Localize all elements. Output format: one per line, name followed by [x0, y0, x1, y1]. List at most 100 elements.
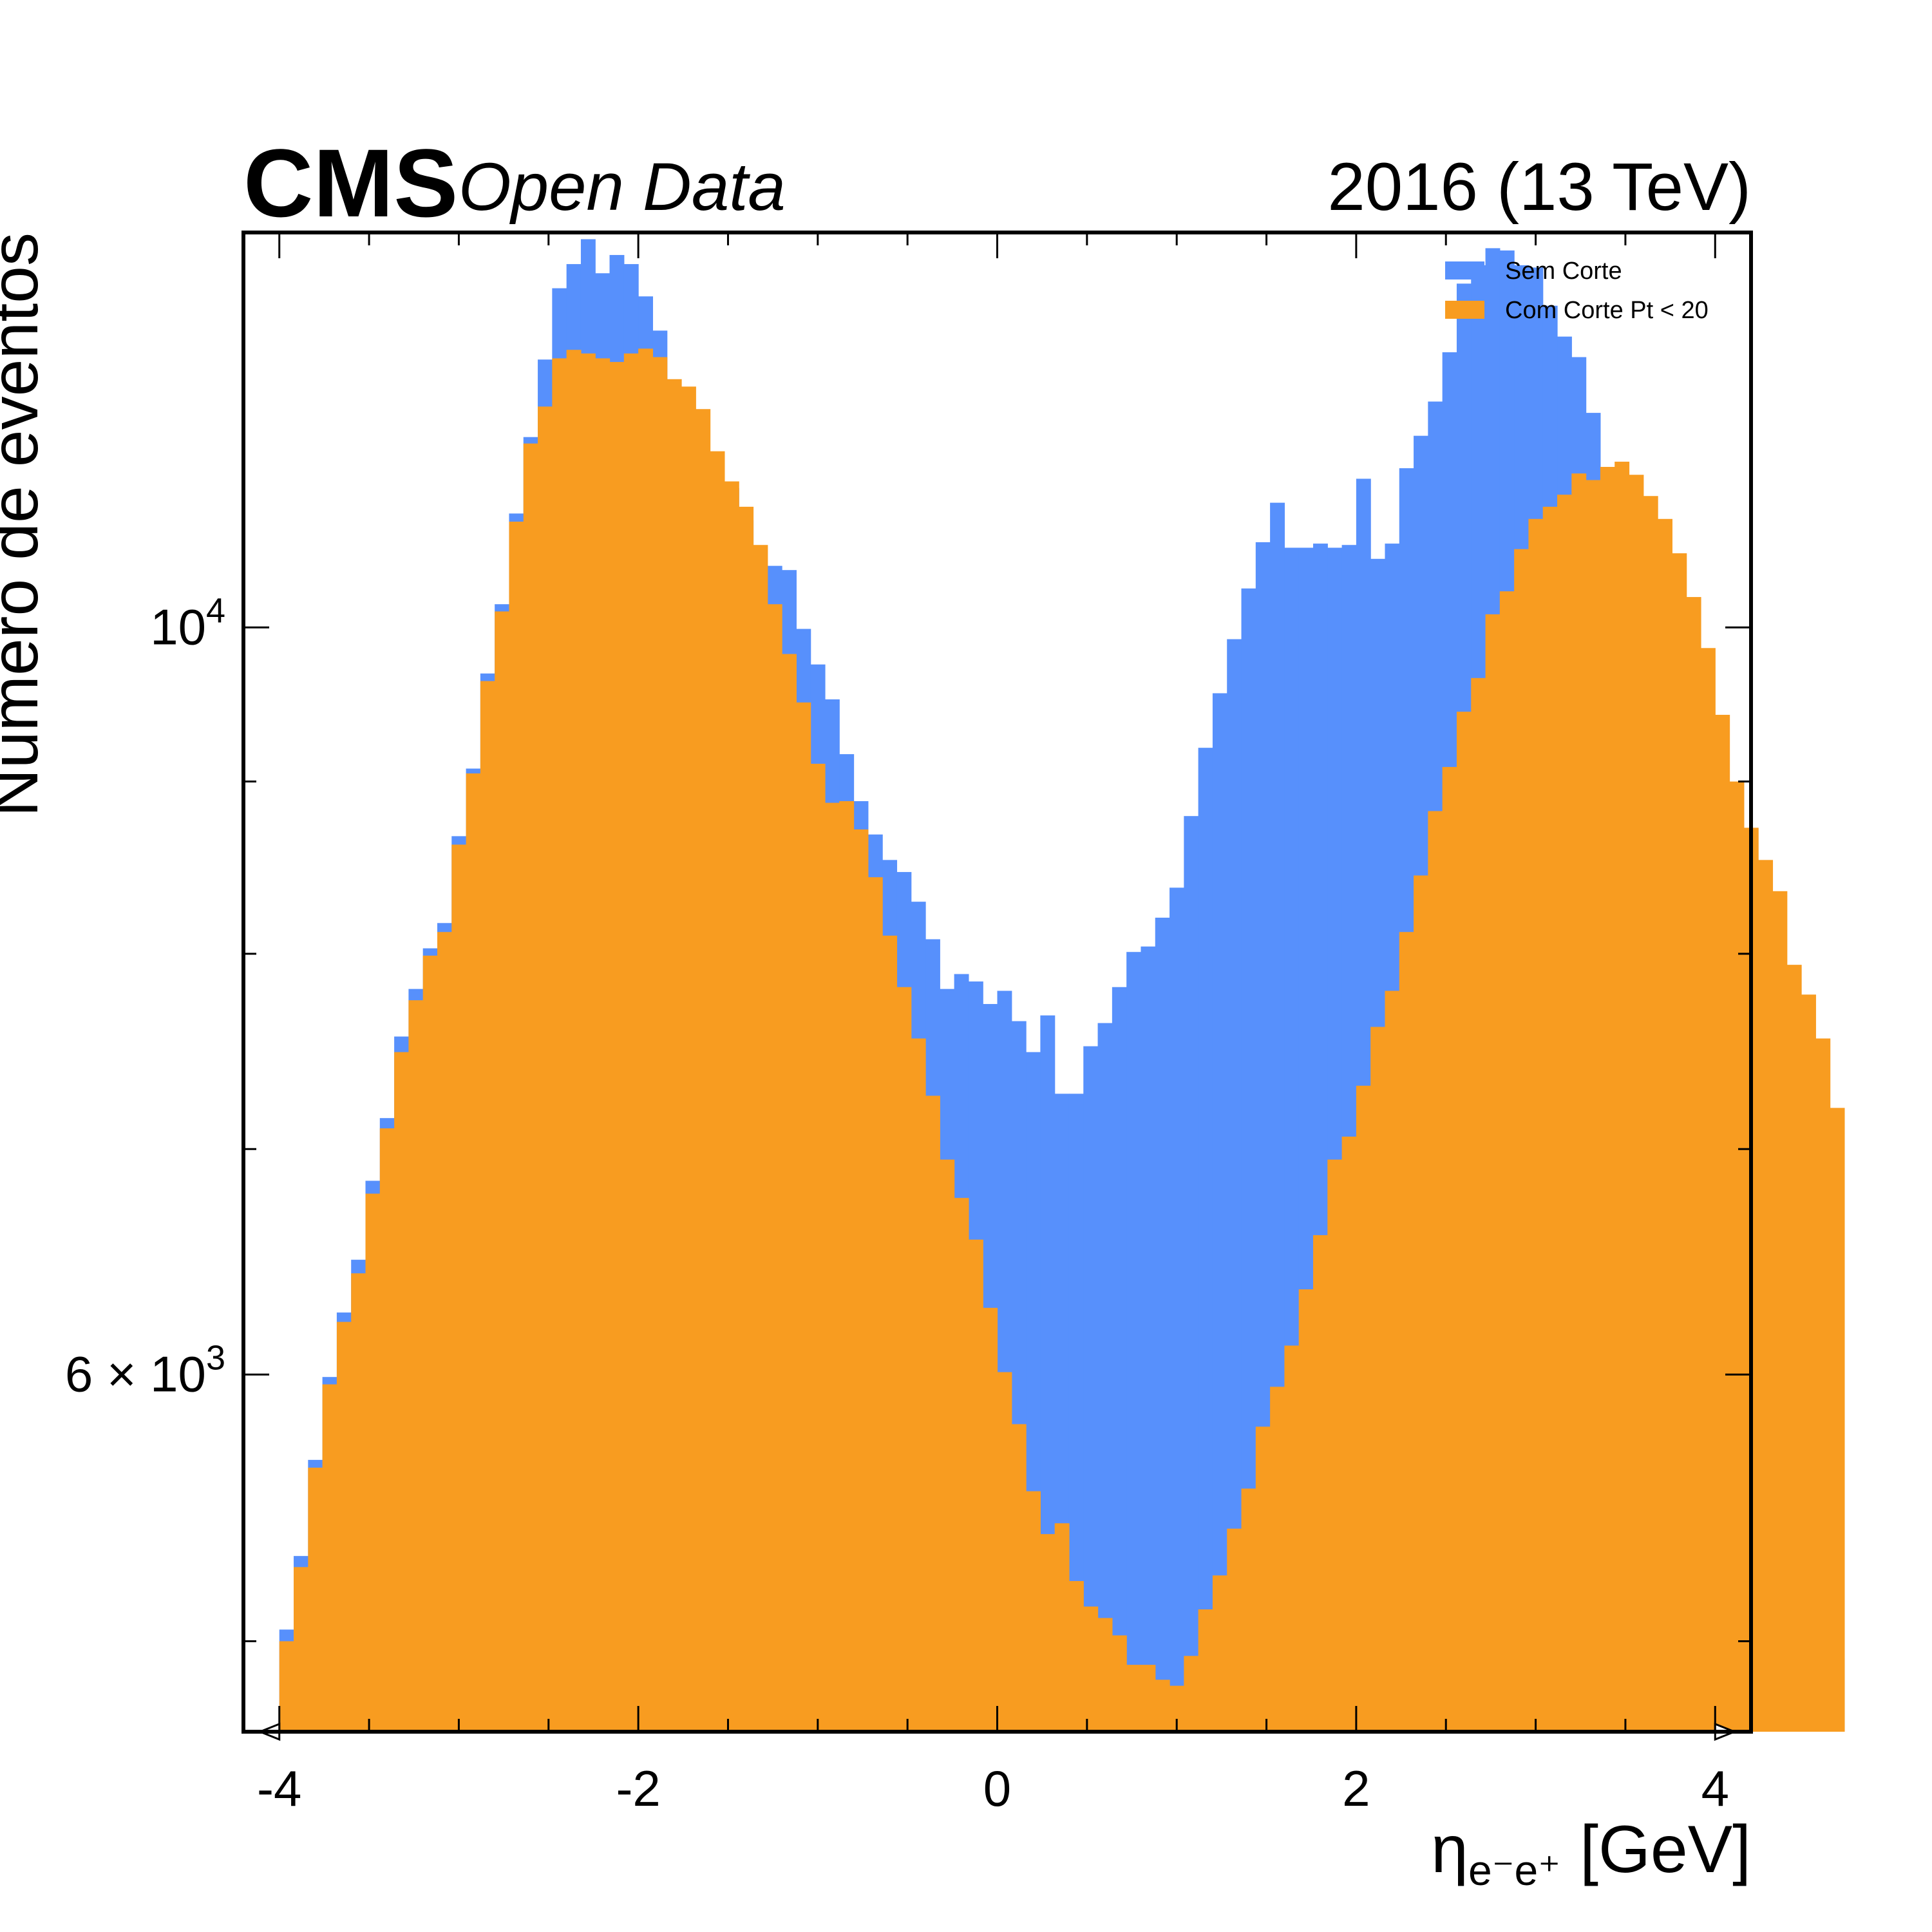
- bar: [1097, 1618, 1113, 1732]
- bar: [1786, 965, 1802, 1732]
- y-tick-label: 6 × 103: [65, 1338, 225, 1402]
- bar: [1126, 1665, 1142, 1732]
- bar: [1471, 677, 1486, 1732]
- bar: [1241, 1488, 1256, 1732]
- bar: [1155, 1680, 1170, 1732]
- bar: [652, 357, 668, 1732]
- bar: [1629, 475, 1644, 1732]
- bar: [580, 353, 596, 1732]
- bar: [1729, 781, 1745, 1732]
- bar: [609, 362, 625, 1732]
- bar: [1313, 1235, 1328, 1732]
- bar: [365, 1193, 381, 1732]
- bar: [911, 1038, 926, 1732]
- bar: [451, 844, 467, 1732]
- bar: [1514, 549, 1530, 1732]
- bar: [1040, 1534, 1056, 1732]
- bar: [394, 1052, 409, 1732]
- bar: [1068, 1094, 1084, 1732]
- bar: [1212, 1575, 1227, 1732]
- open-data-label: Open Data: [459, 149, 786, 225]
- bar: [1112, 1635, 1127, 1732]
- bar: [623, 353, 639, 1732]
- bar: [753, 545, 768, 1732]
- bar: [882, 935, 898, 1732]
- bar: [1227, 639, 1242, 1732]
- bar: [739, 506, 754, 1732]
- bar: [379, 1128, 395, 1732]
- bar: [1414, 875, 1428, 1732]
- bar: [940, 1159, 955, 1732]
- bar: [638, 348, 654, 1732]
- bar: [1054, 1523, 1070, 1732]
- bar: [1212, 693, 1227, 1732]
- bar: [552, 358, 567, 1732]
- bar: [1758, 860, 1774, 1732]
- bar: [1801, 994, 1816, 1732]
- bar: [1456, 712, 1472, 1732]
- bar: [422, 955, 438, 1732]
- bar: [824, 802, 840, 1732]
- bar: [1385, 990, 1400, 1732]
- bar: [1126, 952, 1142, 1732]
- bar: [997, 1372, 1012, 1732]
- bar: [1141, 946, 1156, 1732]
- bar: [1399, 932, 1414, 1732]
- bar: [710, 451, 725, 1732]
- bar: [767, 604, 782, 1732]
- legend-swatch-com-corte: [1445, 301, 1484, 319]
- bar: [1327, 1159, 1343, 1732]
- bar: [495, 611, 510, 1732]
- legend: Sem Corte Com Corte Pt < 20: [1445, 258, 1709, 324]
- x-tick-label: 2: [1342, 1760, 1370, 1817]
- bar: [1011, 1424, 1027, 1732]
- bar: [1643, 496, 1658, 1732]
- bar: [954, 1198, 969, 1732]
- bar: [782, 654, 797, 1732]
- bar: [322, 1384, 337, 1732]
- axis-ticks: -4 -2 0 2 4 104 6 × 103: [65, 232, 1751, 1817]
- bar: [1298, 1289, 1314, 1732]
- bar: [1198, 1609, 1213, 1732]
- series-1: [279, 348, 1845, 1732]
- bar: [336, 1321, 352, 1732]
- bar: [1571, 473, 1587, 1732]
- bar: [437, 932, 452, 1732]
- y-tick-label: 104: [150, 591, 225, 655]
- bar: [853, 829, 869, 1732]
- bar: [1772, 891, 1788, 1732]
- bar: [1341, 1136, 1357, 1732]
- bar: [796, 702, 811, 1732]
- bar: [1600, 467, 1615, 1732]
- bar: [1198, 748, 1213, 1732]
- bar: [1586, 480, 1601, 1732]
- bar: [1068, 1581, 1084, 1732]
- bar: [1658, 518, 1672, 1732]
- bar: [1170, 1685, 1184, 1732]
- bar: [867, 877, 883, 1732]
- bar: [1184, 1656, 1199, 1732]
- x-tick-label: -2: [616, 1760, 660, 1817]
- bar: [667, 379, 682, 1732]
- bar: [1284, 1345, 1300, 1732]
- bar: [408, 1000, 424, 1732]
- bar: [1485, 614, 1501, 1732]
- bar: [1615, 461, 1630, 1732]
- bar: [839, 801, 855, 1732]
- bar: [1672, 553, 1687, 1732]
- bar: [968, 1239, 983, 1732]
- bar: [294, 1567, 308, 1732]
- bar: [1428, 811, 1443, 1732]
- bar: [351, 1273, 366, 1732]
- legend-label-sem-corte: Sem Corte: [1505, 258, 1622, 285]
- bar: [1557, 495, 1572, 1732]
- bar: [1830, 1108, 1845, 1732]
- bar: [1499, 591, 1515, 1732]
- bar: [1227, 1528, 1242, 1732]
- plot-frame: [242, 231, 1753, 1734]
- bar: [1141, 1665, 1156, 1732]
- bar: [810, 763, 826, 1732]
- bar: [724, 481, 739, 1732]
- x-axis-label-unit: [GeV]: [1580, 1812, 1751, 1887]
- bar: [925, 1095, 940, 1732]
